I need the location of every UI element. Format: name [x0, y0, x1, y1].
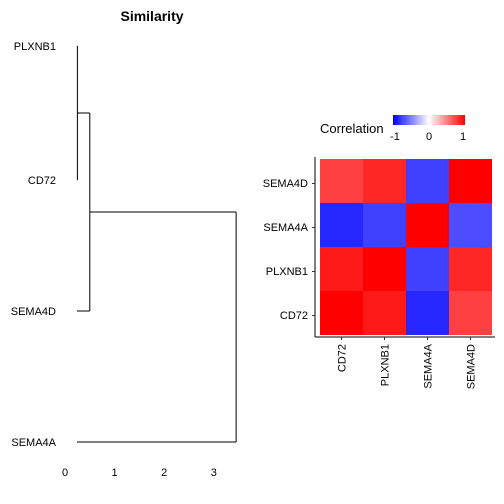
heatmap-y-tick-label: SEMA4D [263, 178, 308, 190]
heatmap-cell [320, 247, 363, 291]
heatmap-x-tick-label: SEMA4A [423, 343, 435, 388]
legend-tick-label: 0 [426, 131, 432, 143]
heatmap-cell [449, 159, 492, 203]
dendrogram-leaf-label: PLXNB1 [14, 41, 56, 53]
heatmap-y-tick-label: PLXNB1 [266, 266, 308, 278]
dendrogram-x-tick: 2 [161, 467, 167, 479]
dendrogram-leaf-label: SEMA4D [11, 306, 56, 318]
dendrogram-leaf-label: CD72 [28, 175, 56, 187]
heatmap-x-tick-label: PLXNB1 [380, 344, 392, 386]
dendrogram-panel: Similarity PLXNB1 CD72 SEMA4D SEMA4A 0 1… [11, 8, 237, 479]
heatmap-y-tick-label: CD72 [280, 310, 308, 322]
dendrogram-branches [76, 45, 237, 443]
heatmap-cell [449, 247, 492, 291]
heatmap-cell [406, 291, 449, 335]
heatmap-panel: SEMA4D SEMA4A PLXNB1 CD72 CD72 PLXNB1 SE… [263, 157, 495, 389]
heatmap-y-tick-label: SEMA4A [263, 222, 308, 234]
correlation-legend: Correlation -1 0 1 [320, 115, 466, 143]
dendrogram-x-tick: 3 [211, 467, 217, 479]
heatmap-cell [320, 291, 363, 335]
heatmap-cell [363, 159, 406, 203]
heatmap-x-tick-label: CD72 [337, 344, 349, 372]
heatmap-cell [363, 291, 406, 335]
heatmap-cell [363, 247, 406, 291]
heatmap-cells [320, 159, 492, 335]
dendrogram-x-tick: 1 [112, 467, 118, 479]
heatmap-cell [406, 247, 449, 291]
heatmap-x-tick-label: SEMA4D [466, 344, 478, 389]
heatmap-cell [406, 203, 449, 247]
legend-tick-label: -1 [390, 131, 400, 143]
heatmap-cell [320, 159, 363, 203]
legend-title: Correlation [320, 121, 384, 136]
heatmap-cell [449, 203, 492, 247]
heatmap-cell [406, 159, 449, 203]
dendrogram-leaf-label: SEMA4A [11, 437, 56, 449]
legend-colorbar [393, 115, 465, 125]
heatmap-cell [320, 203, 363, 247]
heatmap-cell [449, 291, 492, 335]
dendrogram-title: Similarity [120, 8, 183, 24]
dendrogram-x-tick: 0 [62, 467, 68, 479]
legend-tick-label: 1 [460, 131, 466, 143]
heatmap-cell [363, 203, 406, 247]
